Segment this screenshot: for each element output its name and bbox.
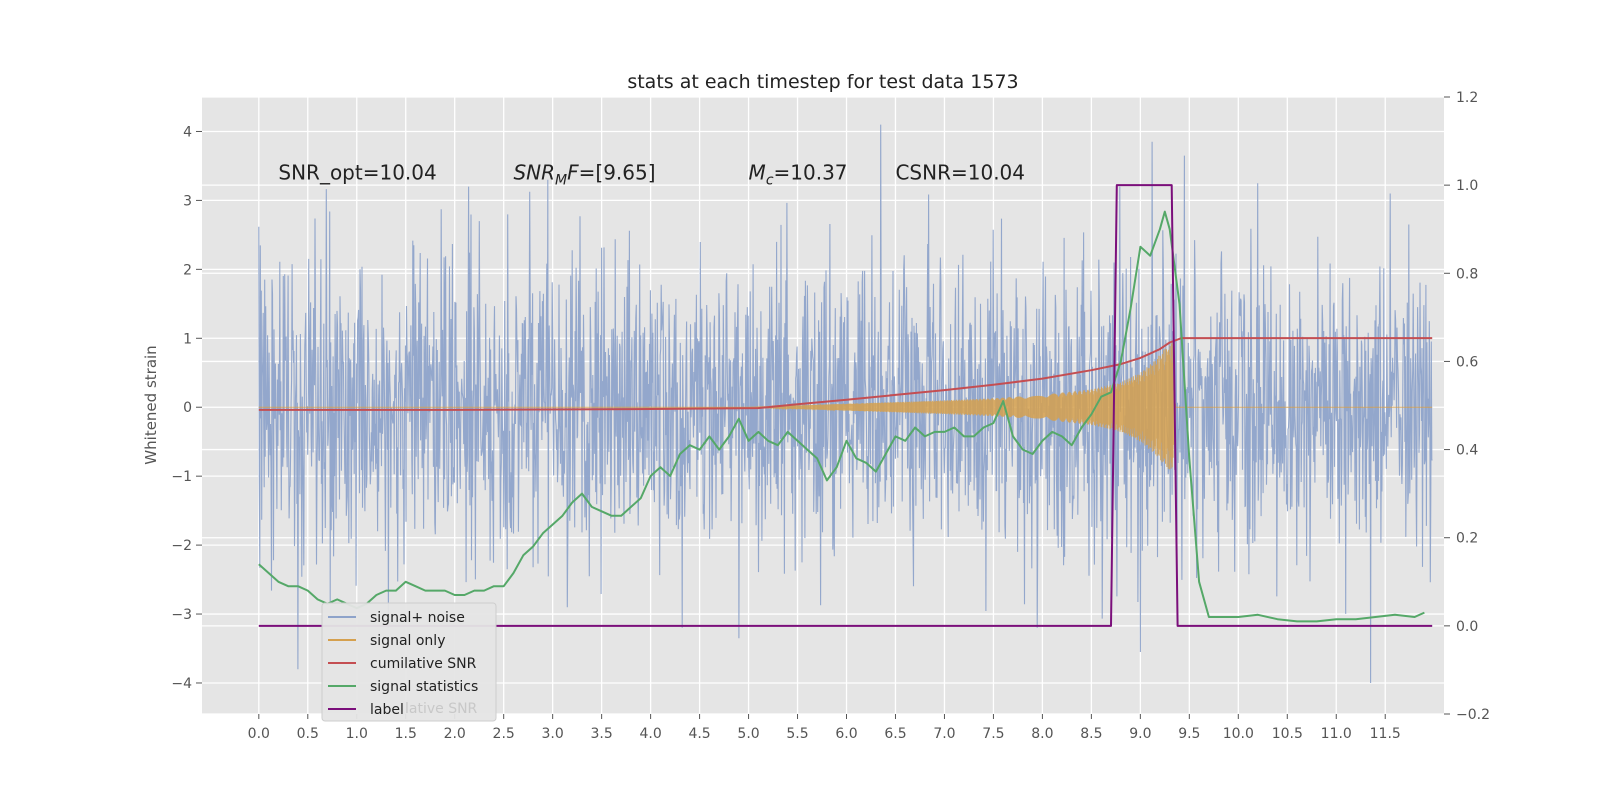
series-signal-statistics: [258, 210, 1425, 623]
axes-layer: 0.0 0.5 1.0 1.5 2.0 2.5 3.0 3.5 4.0 4.5 5.0 5.5 6.0 6…: [171, 90, 1490, 742]
y-tick-label: 3: [183, 193, 192, 209]
x-tick-label: 9.0: [1129, 726, 1151, 742]
y2-tick-label: 1.2: [1456, 90, 1478, 106]
y-axis-label: Whitened strain: [142, 345, 160, 464]
x-tick-label: 0.5: [297, 726, 319, 742]
legend: lative SNR signal+ noise signal only cumila…: [321, 602, 497, 722]
x-tick-label: 7.0: [933, 726, 955, 742]
annotation-2: Mc=10.37: [749, 161, 848, 189]
y-tick-label: 1: [183, 331, 192, 347]
x-tick-label: 5.0: [737, 726, 759, 742]
x-tick-label: 2.0: [444, 726, 466, 742]
y2-tick-label: 0.4: [1456, 443, 1478, 459]
series-label: [258, 184, 1433, 627]
y2-tick-label: 0.2: [1456, 531, 1478, 547]
x-tick-label: 9.5: [1178, 726, 1200, 742]
x-tick-label: 11.0: [1321, 726, 1352, 742]
x-tick-label: 1.0: [346, 726, 368, 742]
series-signal-only: [258, 342, 1433, 470]
x-tick-label: 10.0: [1223, 726, 1254, 742]
legend-box: [321, 602, 497, 722]
annotation-1: SNRMF=[9.65]: [513, 161, 655, 189]
legend-label: cumilative SNR: [370, 656, 477, 672]
y-tick-label: −3: [171, 607, 192, 623]
annotation-3: CSNR=10.04: [895, 161, 1025, 185]
x-tick-label: 10.5: [1272, 726, 1303, 742]
x-tick-label: 7.5: [982, 726, 1004, 742]
y2-tick-label: 0.0: [1456, 619, 1478, 635]
annotation-0: SNR_opt=10.04: [278, 161, 436, 185]
series-layer: [258, 124, 1433, 684]
y2-tick-label: 0.6: [1456, 354, 1478, 370]
y-tick-label: 4: [183, 124, 192, 140]
y2-tick-label: 1.0: [1456, 178, 1478, 194]
y-tick-label: −1: [171, 469, 192, 485]
x-tick-label: 3.5: [591, 726, 613, 742]
x-tick-label: 6.5: [884, 726, 906, 742]
x-tick-label: 8.0: [1031, 726, 1053, 742]
y2-tick-label: 0.8: [1456, 266, 1478, 282]
x-tick-label: 6.0: [835, 726, 857, 742]
x-tick-label: 8.5: [1080, 726, 1102, 742]
x-tick-label: 1.5: [395, 726, 417, 742]
y-tick-label: 2: [183, 262, 192, 278]
series-signal-noise: [258, 124, 1433, 684]
annotations: SNR_opt=10.04 SNRMF=[9.65] Mc=10.37 CSNR=10…: [278, 161, 1025, 189]
x-tick-label: 4.5: [688, 726, 710, 742]
x-tick-label: 0.0: [248, 726, 270, 742]
x-tick-label: 4.0: [639, 726, 661, 742]
legend-label: signal statistics: [370, 679, 478, 695]
y-tick-label: −2: [171, 538, 192, 554]
legend-label: label: [370, 702, 404, 718]
chart-title: stats at each timestep for test data 157…: [627, 71, 1018, 93]
x-tick-label: 5.5: [786, 726, 808, 742]
legend-label: signal only: [370, 633, 445, 649]
y-tick-label: −4: [171, 676, 192, 692]
legend-overlay-text: lative SNR: [405, 701, 478, 717]
y-tick-label: 0: [183, 400, 192, 416]
x-tick-label: 2.5: [493, 726, 515, 742]
x-tick-label: 3.0: [542, 726, 564, 742]
legend-label: signal+ noise: [370, 610, 465, 626]
y2-tick-label: −0.2: [1456, 707, 1490, 723]
x-tick-label: 11.5: [1370, 726, 1401, 742]
